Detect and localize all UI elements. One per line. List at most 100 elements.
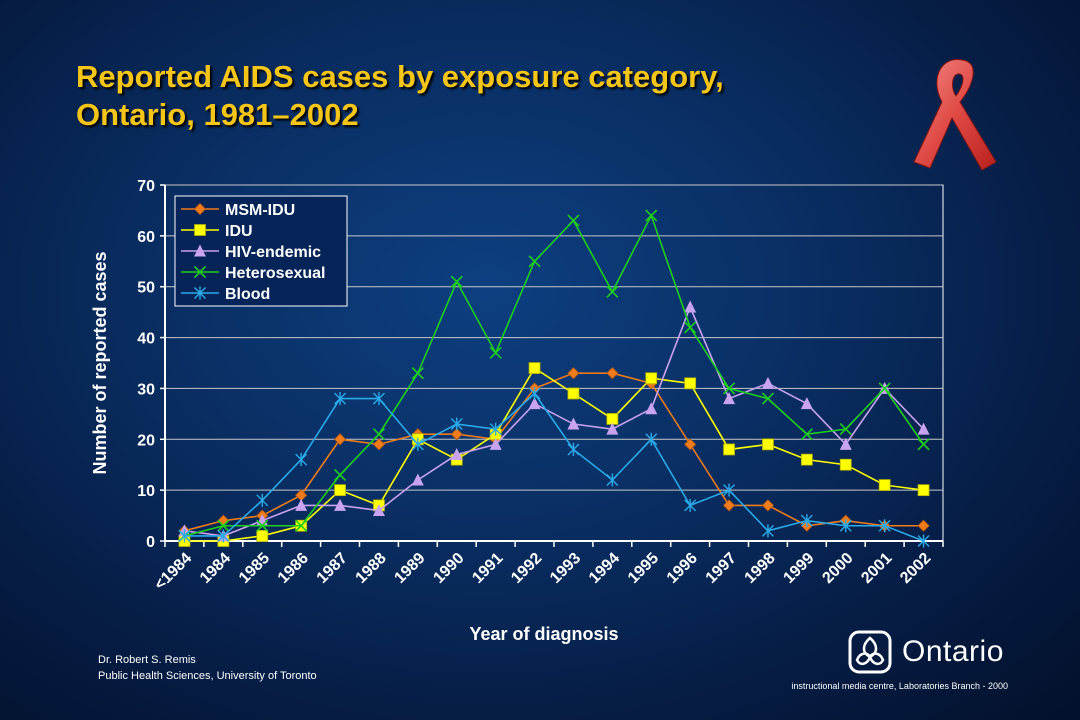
data-point-hiv-endemic bbox=[606, 422, 619, 435]
y-tick-label: 70 bbox=[137, 178, 155, 195]
data-point-hiv-endemic bbox=[295, 498, 308, 511]
data-point-blood bbox=[528, 387, 541, 401]
data-point-idu bbox=[684, 377, 697, 390]
ontario-logo: Ontario bbox=[848, 630, 1004, 674]
footer-note: instructional media centre, Laboratories… bbox=[791, 681, 1008, 691]
data-point-heterosexual bbox=[528, 255, 541, 268]
x-tick-label: 1992 bbox=[508, 550, 545, 587]
data-point-heterosexual bbox=[645, 209, 658, 222]
data-point-heterosexual bbox=[917, 438, 930, 451]
data-point-msm-idu bbox=[917, 519, 930, 532]
data-point-heterosexual bbox=[411, 367, 424, 380]
x-tick-label: 1996 bbox=[664, 550, 701, 587]
data-point-hiv-endemic bbox=[489, 437, 502, 450]
data-point-blood bbox=[606, 473, 619, 487]
data-point-idu bbox=[567, 387, 580, 400]
data-point-blood bbox=[295, 453, 308, 467]
data-point-msm-idu bbox=[450, 428, 463, 441]
x-tick-label: 2002 bbox=[897, 550, 934, 587]
legend-label-msm-idu: MSM-IDU bbox=[225, 202, 295, 219]
series-line-hiv-endemic bbox=[184, 304, 925, 537]
x-tick-label: 1987 bbox=[314, 550, 351, 587]
data-point-blood bbox=[761, 524, 774, 538]
x-tick-label: 1990 bbox=[430, 550, 467, 587]
data-point-idu bbox=[878, 479, 891, 491]
legend-label-idu: IDU bbox=[225, 223, 253, 240]
data-point-heterosexual bbox=[295, 519, 308, 532]
data-point-blood bbox=[489, 422, 502, 436]
data-point-blood bbox=[450, 417, 463, 431]
data-point-msm-idu bbox=[567, 367, 580, 380]
series-line-heterosexual bbox=[184, 213, 925, 537]
data-point-blood bbox=[178, 529, 191, 543]
data-point-hiv-endemic bbox=[528, 397, 541, 410]
x-tick-label: 1995 bbox=[625, 550, 662, 587]
data-point-idu bbox=[723, 443, 735, 456]
data-point-blood bbox=[256, 493, 269, 507]
x-tick-label: 1993 bbox=[547, 550, 584, 587]
series-line-blood bbox=[184, 392, 924, 542]
data-point-msm-idu bbox=[684, 438, 697, 451]
data-point-heterosexual bbox=[333, 468, 347, 481]
data-point-idu bbox=[800, 453, 813, 466]
data-point-msm-idu bbox=[722, 499, 736, 512]
legend-marker-idu bbox=[194, 224, 206, 236]
data-point-blood bbox=[878, 519, 891, 533]
data-point-heterosexual bbox=[761, 392, 775, 405]
data-point-blood bbox=[217, 529, 230, 543]
data-point-heterosexual bbox=[839, 423, 852, 436]
data-point-idu bbox=[917, 484, 930, 497]
data-point-heterosexual bbox=[722, 382, 736, 395]
x-tick-label: 1991 bbox=[469, 550, 506, 587]
data-point-msm-idu bbox=[217, 514, 230, 527]
data-point-heterosexual bbox=[800, 428, 813, 441]
y-tick-label: 40 bbox=[137, 331, 155, 348]
legend-marker-hiv-endemic bbox=[194, 244, 206, 257]
data-point-idu bbox=[334, 484, 346, 497]
x-tick-label: 2001 bbox=[858, 550, 895, 587]
y-tick-label: 30 bbox=[137, 381, 155, 398]
data-point-blood bbox=[684, 498, 697, 512]
data-point-hiv-endemic bbox=[917, 422, 930, 435]
y-tick-label: 20 bbox=[137, 432, 155, 449]
data-point-idu bbox=[839, 458, 852, 471]
y-tick-label: 10 bbox=[137, 483, 155, 500]
data-point-hiv-endemic bbox=[723, 392, 736, 405]
data-point-hiv-endemic bbox=[839, 437, 852, 450]
x-tick-label: 1997 bbox=[703, 550, 740, 587]
data-point-hiv-endemic bbox=[411, 473, 424, 486]
data-point-idu bbox=[645, 372, 658, 385]
data-point-blood bbox=[839, 519, 852, 533]
data-point-hiv-endemic bbox=[761, 376, 774, 389]
data-point-hiv-endemic bbox=[645, 402, 658, 415]
data-point-heterosexual bbox=[606, 285, 619, 298]
x-tick-label: 1985 bbox=[236, 550, 273, 587]
data-point-blood bbox=[723, 483, 736, 497]
data-point-hiv-endemic bbox=[684, 300, 697, 313]
data-point-blood bbox=[917, 534, 930, 548]
data-point-hiv-endemic bbox=[567, 417, 580, 430]
red-ribbon-icon bbox=[913, 59, 997, 171]
ontario-trillium-icon bbox=[848, 630, 892, 674]
data-point-msm-idu bbox=[606, 367, 619, 380]
data-point-heterosexual bbox=[567, 214, 580, 227]
legend-label-blood: Blood bbox=[225, 286, 270, 303]
x-tick-label: 2000 bbox=[819, 550, 856, 587]
data-point-idu bbox=[762, 438, 774, 451]
x-tick-label: 1998 bbox=[742, 550, 779, 587]
y-tick-label: 0 bbox=[146, 534, 155, 551]
data-point-heterosexual bbox=[256, 519, 269, 532]
legend-marker-blood bbox=[194, 286, 206, 300]
data-point-blood bbox=[800, 514, 813, 528]
legend-label-heterosexual: Heterosexual bbox=[225, 265, 326, 282]
title-line-2: Ontario, 1981–2002 bbox=[76, 97, 359, 132]
data-point-idu bbox=[528, 362, 541, 374]
x-tick-label: 1986 bbox=[275, 550, 312, 587]
data-point-heterosexual bbox=[878, 382, 891, 395]
credit: Dr. Robert S. Remis Public Health Scienc… bbox=[98, 652, 317, 684]
data-point-blood bbox=[334, 392, 347, 406]
data-point-blood bbox=[411, 437, 424, 451]
data-point-blood bbox=[372, 392, 385, 406]
data-point-heterosexual bbox=[372, 428, 386, 441]
